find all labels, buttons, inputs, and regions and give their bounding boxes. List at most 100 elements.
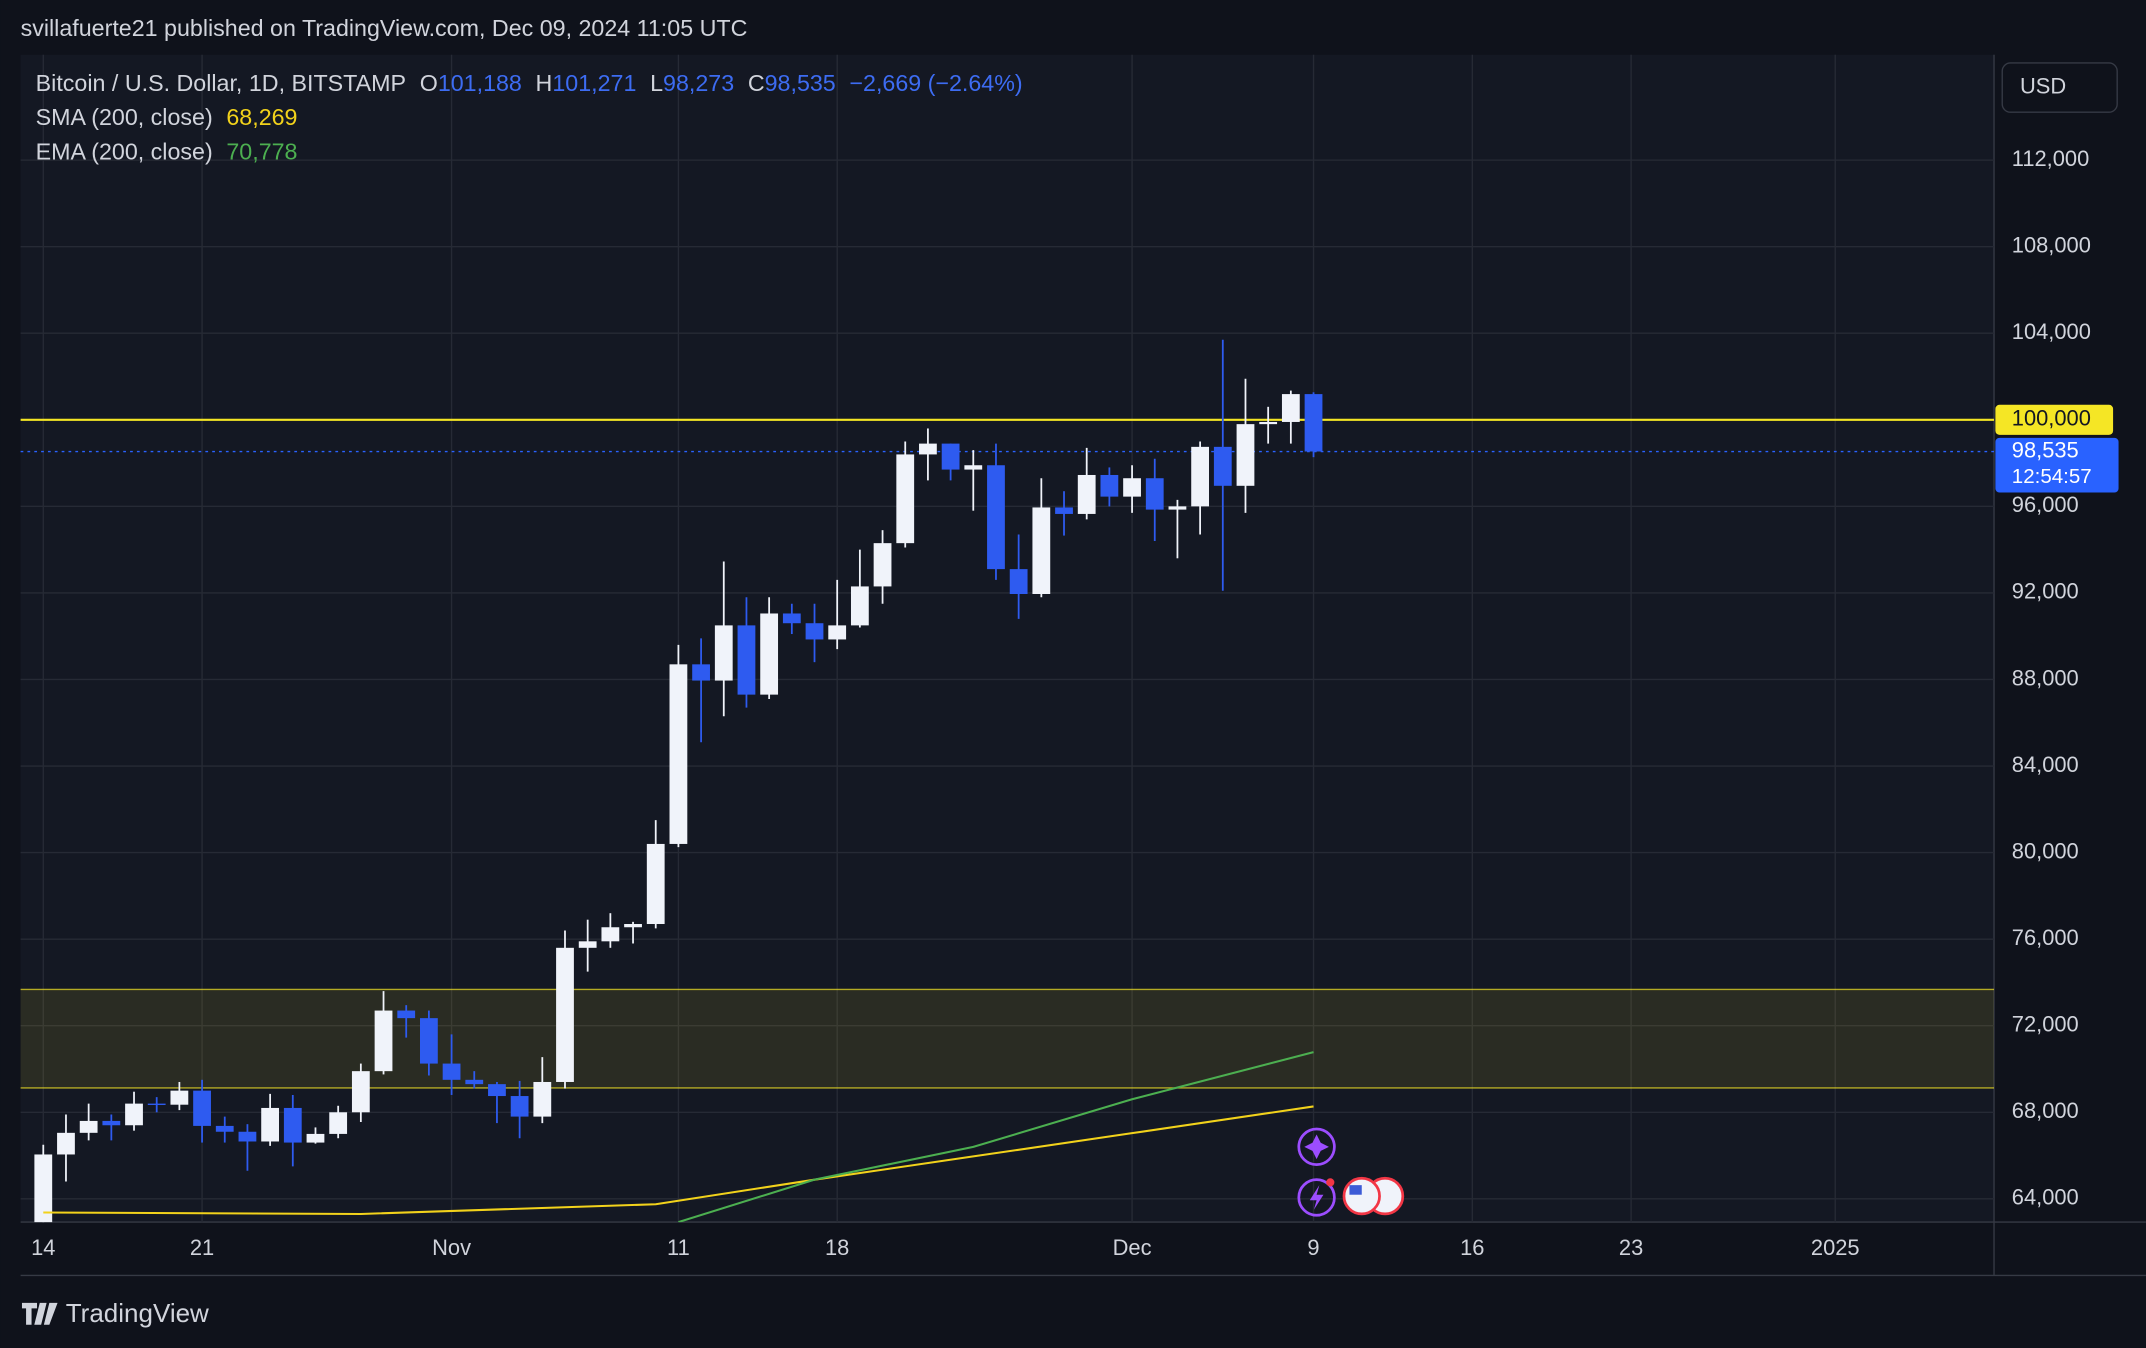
footer: TradingView bbox=[21, 1298, 209, 1328]
x-tick-label: Dec bbox=[1113, 1235, 1152, 1260]
event-icons bbox=[1297, 1127, 1405, 1217]
candle-body bbox=[828, 625, 847, 640]
candle-body bbox=[79, 1120, 98, 1133]
indicator-line bbox=[678, 1051, 1314, 1223]
currency-label[interactable]: USD bbox=[2020, 73, 2066, 98]
y-tick-label: 96,000 bbox=[2012, 492, 2079, 517]
x-tick-label: 2025 bbox=[1811, 1235, 1860, 1260]
candle-body bbox=[782, 613, 801, 624]
candle-body bbox=[556, 947, 574, 1082]
zone bbox=[20, 989, 1995, 1088]
candle-body bbox=[397, 1010, 416, 1019]
legend-name: EMA (200, close) bbox=[36, 138, 213, 164]
candle-body bbox=[919, 443, 937, 455]
candle-body bbox=[873, 543, 892, 587]
candle-body bbox=[374, 1010, 393, 1072]
candle-body bbox=[147, 1103, 166, 1105]
candle-body bbox=[465, 1079, 484, 1085]
candle-body bbox=[488, 1084, 506, 1097]
price-countdown: 12:54:57 bbox=[2012, 465, 2092, 488]
legend-value: 98,535 bbox=[765, 70, 836, 96]
x-tick-label: 21 bbox=[190, 1235, 214, 1260]
x-tick-label: 23 bbox=[1619, 1235, 1643, 1260]
candle-body bbox=[1236, 424, 1255, 486]
legend-row: SMA (200, close) 68,269 bbox=[36, 104, 298, 130]
legend-title: Bitcoin / U.S. Dollar, 1D, BITSTAMP bbox=[36, 70, 406, 96]
candle-body bbox=[850, 586, 869, 626]
candle-body bbox=[624, 924, 642, 928]
legend-key: H bbox=[536, 70, 553, 96]
candle-body bbox=[805, 623, 824, 640]
legend-value: 70,778 bbox=[226, 138, 297, 164]
candle-body bbox=[306, 1133, 325, 1143]
candle-body bbox=[669, 664, 688, 844]
candle-body bbox=[1281, 394, 1300, 422]
icon-bolt bbox=[1309, 1185, 1324, 1210]
candle-body bbox=[1168, 506, 1187, 510]
y-axis: 64,000 68,000 72,000 76,000 80,000 84,000 88,0… bbox=[1995, 146, 2119, 1210]
y-tick-label: 84,000 bbox=[2012, 752, 2079, 777]
y-tick-label: 72,000 bbox=[2012, 1011, 2079, 1036]
candle-body bbox=[1032, 507, 1051, 595]
y-tick-label: 68,000 bbox=[2012, 1098, 2079, 1123]
y-tick-label: 92,000 bbox=[2012, 579, 2079, 604]
candle-body bbox=[1191, 446, 1210, 507]
candle-body bbox=[102, 1120, 121, 1126]
plot-area bbox=[20, 54, 1995, 1223]
legend-key: C bbox=[748, 70, 765, 96]
candle-body bbox=[57, 1132, 75, 1155]
candle-body bbox=[1100, 474, 1119, 497]
icon[interactable] bbox=[1297, 1127, 1336, 1166]
candle-body bbox=[987, 465, 1005, 570]
y-tick-label: 64,000 bbox=[2012, 1185, 2079, 1210]
icon-dot bbox=[1326, 1178, 1335, 1187]
candle-body bbox=[601, 927, 620, 942]
header: svillafuerte21 published on TradingView.… bbox=[21, 15, 748, 41]
x-tick-label: 11 bbox=[667, 1235, 690, 1260]
candle-body bbox=[34, 1154, 53, 1223]
price-tag bbox=[1995, 437, 2119, 493]
y-tick-label: 104,000 bbox=[2012, 319, 2091, 344]
candle-body bbox=[170, 1090, 189, 1105]
y-tick-label: 88,000 bbox=[2012, 665, 2079, 690]
candle-body bbox=[1123, 478, 1141, 497]
x-tick-label: 9 bbox=[1307, 1235, 1319, 1260]
x-tick-label: 18 bbox=[825, 1235, 849, 1260]
candle-body bbox=[283, 1107, 302, 1143]
candle-body bbox=[510, 1096, 529, 1117]
currency-button[interactable] bbox=[2001, 62, 2118, 113]
candle-body bbox=[714, 625, 733, 681]
x-tick-label: 16 bbox=[1460, 1235, 1484, 1260]
icon[interactable] bbox=[1297, 1178, 1336, 1217]
candle-body bbox=[533, 1081, 552, 1117]
legend-key: O bbox=[420, 70, 438, 96]
y-tick-label: 76,000 bbox=[2012, 925, 2079, 950]
marks bbox=[34, 339, 1323, 1223]
candle-body bbox=[329, 1112, 348, 1134]
candle-body bbox=[896, 454, 915, 544]
candle-body bbox=[1145, 478, 1164, 510]
candle-body bbox=[419, 1018, 438, 1064]
candle-body bbox=[351, 1071, 370, 1113]
flag-icon[interactable] bbox=[1342, 1176, 1381, 1216]
candle-body bbox=[442, 1063, 461, 1080]
logo bbox=[21, 1302, 58, 1325]
y-tick-label: 108,000 bbox=[2012, 232, 2091, 257]
legend-name: SMA (200, close) bbox=[36, 104, 213, 130]
legend-value: 98,273 bbox=[663, 70, 734, 96]
candle-body bbox=[238, 1131, 257, 1142]
legend-value: 68,269 bbox=[226, 104, 297, 130]
zones bbox=[20, 418, 1995, 1089]
candle-body bbox=[964, 465, 983, 470]
candle-body bbox=[125, 1103, 143, 1126]
y-tick-label: 112,000 bbox=[2012, 146, 2089, 171]
price-label: 98,535 bbox=[2012, 437, 2079, 462]
x-tick-label: 14 bbox=[31, 1235, 55, 1260]
legend-value: 101,271 bbox=[552, 70, 636, 96]
legend-value: 101,188 bbox=[438, 70, 522, 96]
legend-row: EMA (200, close) 70,778 bbox=[36, 138, 298, 164]
candle-body bbox=[193, 1090, 211, 1126]
level-tag bbox=[1995, 404, 2114, 435]
